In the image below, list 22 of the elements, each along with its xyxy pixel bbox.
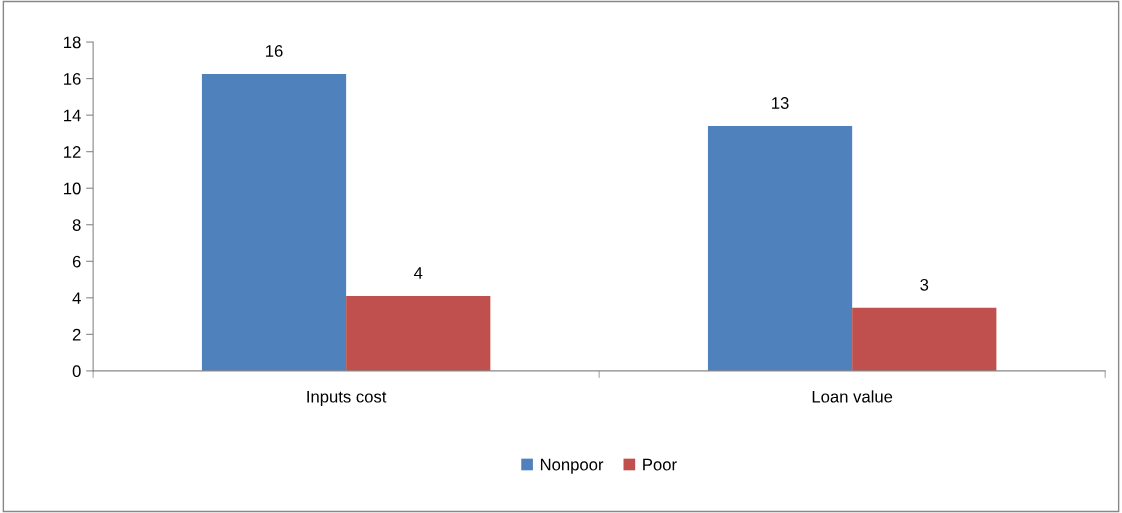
x-tick-label: Inputs cost — [307, 390, 387, 406]
legend-label: Poor — [643, 458, 677, 471]
bar — [201, 74, 347, 371]
bar — [852, 307, 997, 371]
x-tick-label: Loan value — [812, 390, 893, 403]
y-tick-label: 2 — [72, 328, 81, 341]
bar — [346, 296, 491, 371]
y-tick-label: 14 — [64, 109, 81, 122]
y-tick-label: 0 — [72, 365, 81, 378]
y-tick-label: 12 — [64, 146, 81, 158]
legend-label: Nonpoor — [540, 458, 604, 474]
y-tick-label: 4 — [72, 292, 81, 304]
data-label: 13 — [772, 97, 789, 109]
bar — [707, 126, 853, 371]
data-label: 4 — [413, 267, 423, 279]
y-tick-label: 18 — [64, 36, 81, 49]
y-tick-label: 16 — [64, 73, 81, 85]
y-tick-label: 8 — [72, 219, 81, 231]
y-tick-label: 10 — [64, 182, 81, 195]
y-tick-label: 6 — [72, 255, 81, 268]
data-label: 16 — [266, 45, 283, 57]
data-label: 3 — [920, 278, 929, 291]
